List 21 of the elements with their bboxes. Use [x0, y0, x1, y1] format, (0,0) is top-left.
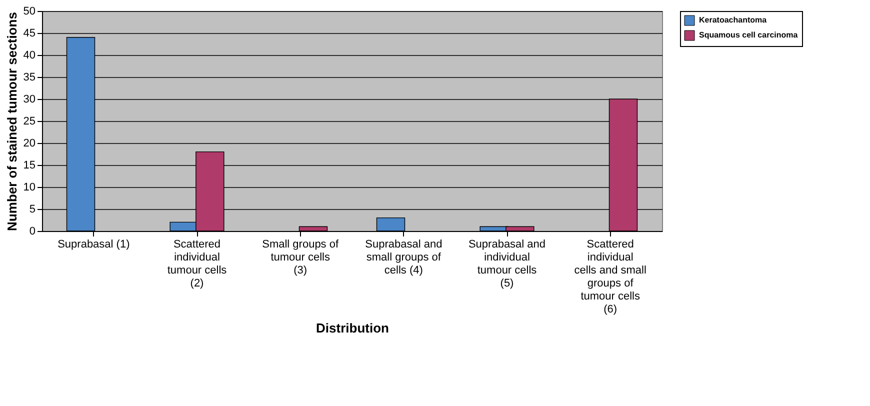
x-tick-label: Suprabasal and small groups of cells (4) — [365, 238, 442, 276]
y-tick-label: 10 — [23, 182, 36, 194]
x-tick-label: Suprabasal and individual tumour cells (5) — [468, 238, 546, 290]
x-tick-label: Suprabasal (1) — [58, 238, 130, 250]
y-tick-label: 30 — [23, 94, 36, 106]
y-tick-label: 40 — [23, 50, 36, 62]
y-tick-label: 50 — [23, 6, 36, 18]
x-tick-label: Scattered individual cells and small groups of tumour cells (6) — [574, 238, 646, 316]
y-tick-label: 25 — [23, 116, 36, 128]
x-tick-label: Small groups of tumour cells (3) — [262, 238, 340, 276]
y-tick-label: 45 — [23, 28, 36, 40]
x-tick-label: Scattered individual tumour cells (2) — [167, 238, 228, 290]
x-axis-title: Distribution — [316, 320, 390, 336]
legend-label: Squamous cell carcinoma — [699, 30, 798, 40]
y-tick-label: 0 — [29, 226, 36, 238]
y-tick-label: 5 — [29, 204, 36, 216]
y-tick-label: 20 — [23, 138, 36, 150]
y-axis-title: Number of stained tumour sections — [4, 12, 20, 231]
y-tick-label: 35 — [23, 72, 36, 84]
y-tick-label: 15 — [23, 160, 36, 172]
legend-label: Keratoachantoma — [699, 16, 768, 24]
